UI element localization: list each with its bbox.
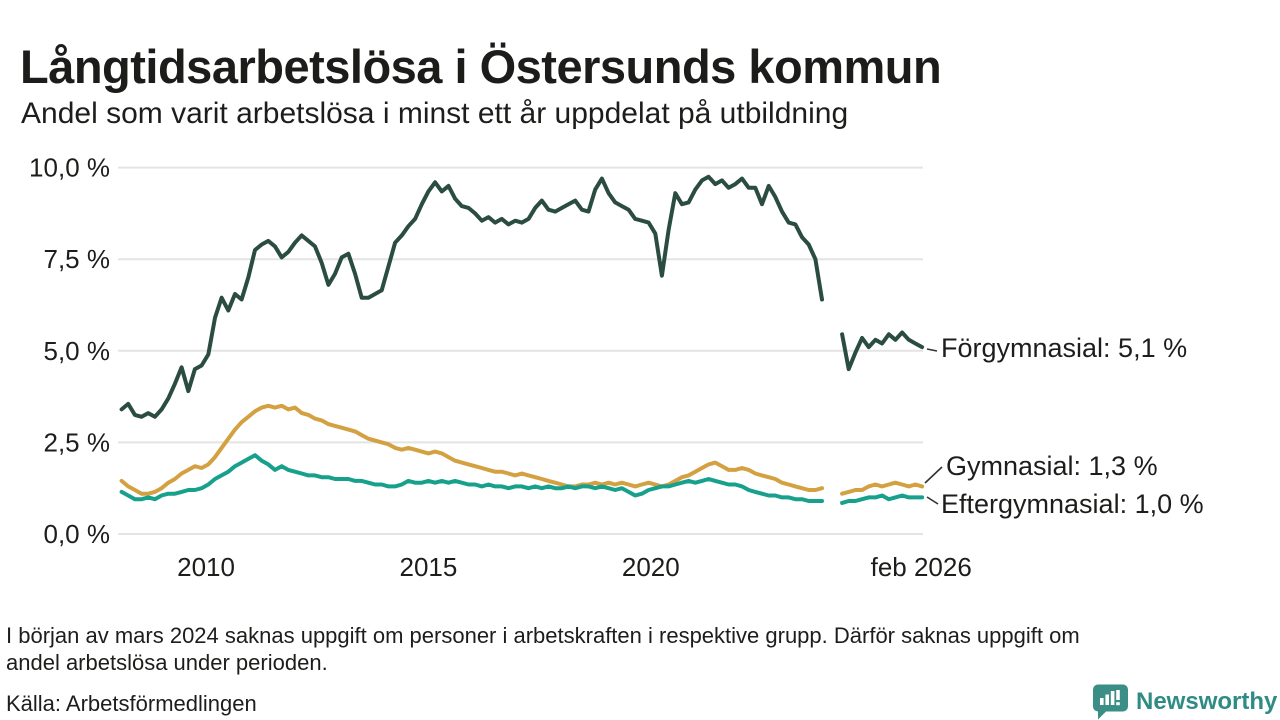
series-line-gymnasial: [119, 403, 925, 496]
series-end-label-eftergymnasial: Eftergymnasial: 1,0 %: [941, 489, 1204, 519]
y-tick-label: 10,0 %: [29, 153, 110, 183]
y-tick-label: 5,0 %: [44, 336, 111, 366]
chart-subtitle: Andel som varit arbetslösa i minst ett å…: [21, 97, 849, 130]
logo-bar-3: [1110, 691, 1115, 705]
line-chart: 0,0 % 2,5 % 5,0 % 7,5 % 10,0 % 2010 2015 2020 fe…: [29, 153, 1204, 582]
leader-line-eftergymnasial: [926, 496, 939, 505]
x-tick-label: 2015: [400, 552, 458, 582]
chart-footnote: I början av mars 2024 saknas uppgift om …: [6, 622, 1080, 676]
newsworthy-logo-text: Newsworthy: [1136, 688, 1278, 715]
speech-bubble-shape: [1093, 684, 1128, 720]
bar-chart-speech-bubble-icon: [1093, 684, 1128, 720]
footnote-line-2: andel arbetslösa under perioden.: [6, 650, 328, 675]
series-line-eftergymnasial: [119, 453, 925, 505]
logo-bar-1: [1100, 698, 1104, 705]
logo-bar-2: [1105, 694, 1109, 705]
x-tick-label: 2020: [622, 552, 680, 582]
leader-line-gymnasial: [924, 466, 943, 484]
y-tick-label: 0,0 %: [44, 519, 111, 549]
x-tick-label: feb 2026: [871, 552, 972, 582]
logo-exclamation-bar: [1116, 690, 1120, 700]
leader-line-forgymnasial: [926, 348, 938, 352]
source-label: Källa: Arbetsförmedlingen: [6, 691, 257, 716]
chart-title: Långtidsarbetslösa i Östersunds kommun: [20, 40, 942, 94]
logo-exclamation-dot: [1116, 702, 1120, 706]
series-end-label-gymnasial: Gymnasial: 1,3 %: [946, 451, 1158, 481]
y-tick-label: 7,5 %: [44, 244, 111, 274]
series-end-label-forgymnasial: Förgymnasial: 5,1 %: [941, 333, 1187, 363]
x-tick-label: 2010: [177, 552, 235, 582]
series-line-forgymnasial: [119, 174, 925, 419]
y-tick-label: 2,5 %: [44, 427, 111, 457]
newsworthy-logo: Newsworthy: [1092, 684, 1277, 720]
footnote-line-1: I början av mars 2024 saknas uppgift om …: [6, 623, 1080, 648]
